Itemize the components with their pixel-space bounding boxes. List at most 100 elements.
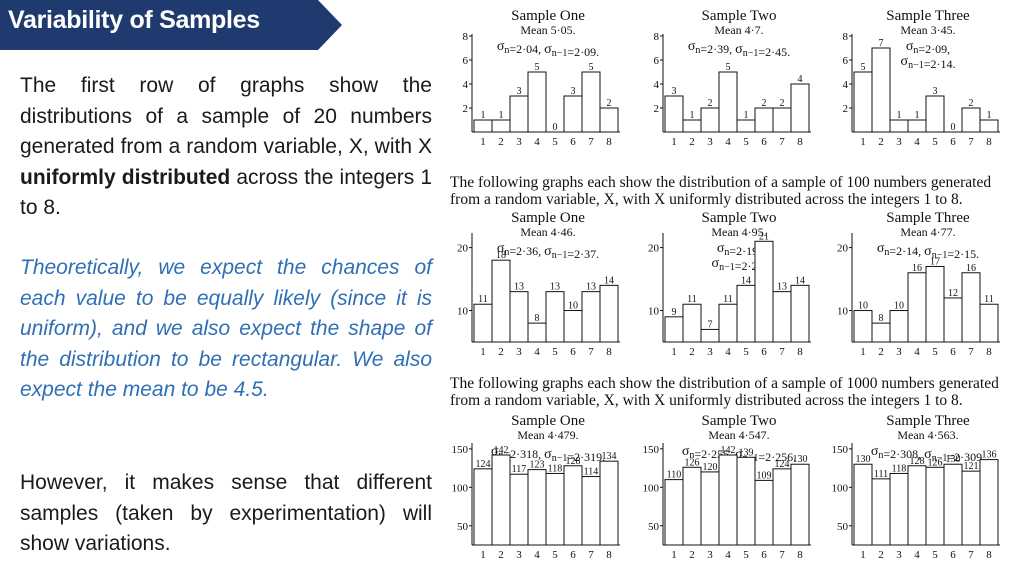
bar <box>943 297 963 343</box>
x-tick-label: 2 <box>878 346 884 358</box>
bar-value-label: 1 <box>690 110 695 121</box>
bar <box>682 303 702 343</box>
x-tick-label: 7 <box>779 136 785 148</box>
y-tick-label: 2 <box>843 103 849 115</box>
histogram-chart: Sample One Mean 4·46. σn=2·36, σn−1=2·37. 1… <box>452 208 622 363</box>
x-tick-label: 8 <box>797 549 803 561</box>
bar <box>754 240 774 343</box>
bar-value-label: 11 <box>478 294 488 305</box>
bar <box>871 322 891 343</box>
bar <box>700 471 720 546</box>
x-tick-label: 2 <box>498 346 504 358</box>
bar-value-label: 130 <box>793 454 808 465</box>
bar-value-label: 16 <box>966 263 976 274</box>
bar <box>772 468 792 546</box>
x-tick-label: 3 <box>707 346 713 358</box>
y-tick-label: 4 <box>654 79 660 91</box>
x-tick-label: 6 <box>761 549 767 561</box>
x-tick-label: 3 <box>516 136 522 148</box>
caption-line: The following graphs each show the distr… <box>450 375 999 392</box>
chart-title: Sample One <box>511 210 585 226</box>
x-tick-label: 1 <box>480 346 486 358</box>
sd-label: σn=2·19, <box>717 241 761 258</box>
y-tick-label: 4 <box>843 79 849 91</box>
bar <box>772 291 792 343</box>
bar <box>979 303 999 343</box>
bar-value-label: 110 <box>667 470 682 481</box>
bar-value-label: 13 <box>514 282 524 293</box>
x-tick-label: 2 <box>689 549 695 561</box>
x-tick-label: 6 <box>761 346 767 358</box>
banner-shape <box>0 0 342 50</box>
x-tick-label: 5 <box>932 136 938 148</box>
bar <box>664 316 684 343</box>
bar <box>736 119 756 133</box>
bar <box>599 284 619 343</box>
x-tick-label: 6 <box>950 549 956 561</box>
histogram-chart: Sample Two Mean 4·95. σn=2·19, σn−1=2·20. 10… <box>643 208 813 363</box>
bar <box>961 470 981 546</box>
bar-value-label: 139 <box>739 447 754 458</box>
x-tick-label: 4 <box>534 136 540 148</box>
bar <box>527 469 547 546</box>
bar <box>563 465 583 546</box>
bar-value-label: 1 <box>481 110 486 121</box>
y-tick-label: 8 <box>463 31 469 43</box>
x-tick-label: 1 <box>671 136 677 148</box>
bar-value-label: 124 <box>775 459 790 470</box>
bar <box>682 119 702 133</box>
bar <box>491 119 511 133</box>
bar-value-label: 1 <box>987 110 992 121</box>
x-tick-label: 8 <box>986 549 992 561</box>
bar <box>527 322 547 343</box>
bar <box>772 107 792 133</box>
bar <box>664 479 684 546</box>
bar <box>473 119 493 133</box>
bar-value-label: 117 <box>512 464 527 475</box>
y-tick-label: 2 <box>463 103 469 115</box>
bar-value-label: 1 <box>499 110 504 121</box>
x-tick-label: 5 <box>743 136 749 148</box>
x-tick-label: 2 <box>878 136 884 148</box>
bar <box>790 463 810 546</box>
sd-label: σn=2·09, <box>906 39 950 56</box>
x-tick-label: 5 <box>552 549 558 561</box>
bar <box>925 95 945 133</box>
bar <box>754 479 774 546</box>
x-tick-label: 8 <box>986 346 992 358</box>
x-tick-label: 6 <box>761 136 767 148</box>
y-tick-label: 10 <box>837 306 849 318</box>
x-tick-label: 3 <box>707 136 713 148</box>
bar-value-label: 5 <box>726 62 731 73</box>
caption-line: from a random variable, X, with X unifor… <box>450 191 963 208</box>
intro-text-part2: across the integers 1 to 8. <box>20 165 432 220</box>
bar-value-label: 13 <box>777 282 787 293</box>
y-tick-label: 100 <box>832 482 849 494</box>
y-tick-label: 100 <box>643 482 660 494</box>
x-tick-label: 4 <box>914 346 920 358</box>
x-tick-label: 4 <box>534 549 540 561</box>
intro-text-part1: The first row of graphs show the distrib… <box>20 74 432 159</box>
bar <box>979 459 999 546</box>
bar-value-label: 14 <box>795 275 805 286</box>
bar <box>907 465 927 546</box>
mean-label: Mean 4·563. <box>897 428 958 442</box>
x-tick-label: 4 <box>914 549 920 561</box>
bar <box>790 284 810 343</box>
y-tick-label: 20 <box>837 243 849 255</box>
bar <box>889 310 909 343</box>
histogram-chart: Sample One Mean 5·05. σn=2·04, σn−1=2·09. 2… <box>452 6 622 161</box>
bar-value-label: 13 <box>586 282 596 293</box>
y-tick-label: 8 <box>843 31 849 43</box>
bar <box>509 95 529 133</box>
bar-value-label: 5 <box>535 62 540 73</box>
x-tick-label: 3 <box>516 346 522 358</box>
bar-value-label: 128 <box>566 456 581 467</box>
y-tick-label: 10 <box>457 306 469 318</box>
chart-title: Sample Two <box>702 413 777 429</box>
bar-value-label: 109 <box>757 470 772 481</box>
bar-value-label: 118 <box>892 463 907 474</box>
bar-value-label: 2 <box>969 98 974 109</box>
